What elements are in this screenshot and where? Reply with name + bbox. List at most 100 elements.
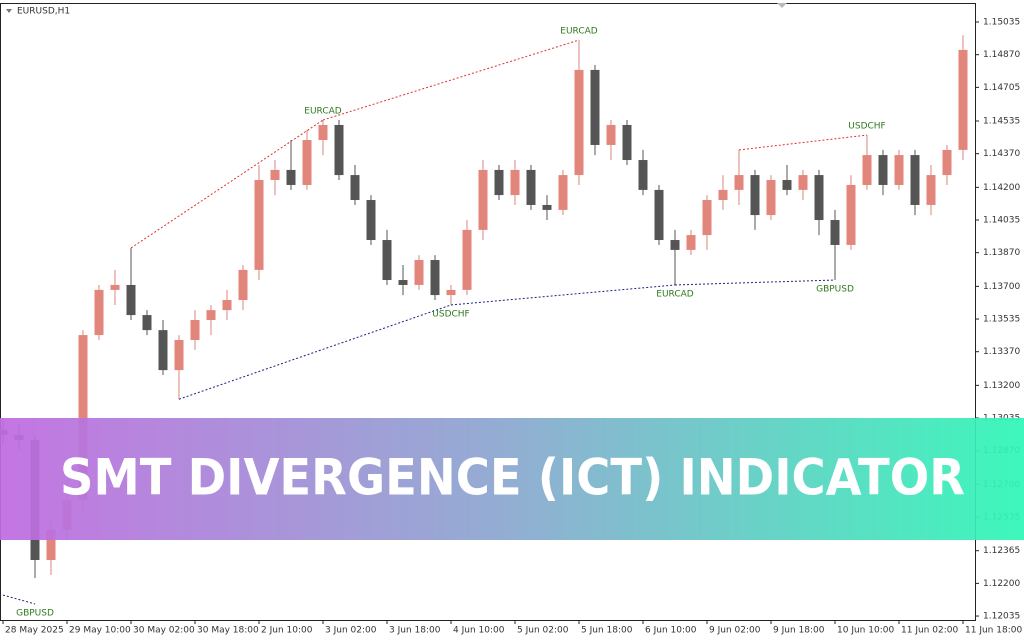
- candle-body: [638, 160, 648, 190]
- y-tick-label: 1.13870: [983, 248, 1020, 258]
- candle-body: [318, 124, 328, 141]
- candle-body: [894, 155, 904, 185]
- candle-body: [206, 310, 216, 321]
- x-tick-label: 2 Jun 10:00: [261, 626, 313, 636]
- candle-body: [494, 169, 504, 196]
- candle-body: [350, 175, 360, 201]
- y-tick-label: 1.12035: [983, 612, 1020, 622]
- divergence-label: EURCAD: [304, 107, 342, 117]
- candle-body: [286, 169, 296, 185]
- divergences: EURCAD EURCAD USDCHF GBPUSD USDCHF EURCAD GBPU…: [2, 27, 886, 618]
- candle-body: [542, 204, 552, 210]
- candle-body: [766, 180, 776, 216]
- x-tick-label: 4 Jun 10:00: [453, 626, 505, 636]
- x-tick-label: 9 Jun 02:00: [709, 626, 761, 636]
- banner: [0, 418, 1024, 540]
- candle-body: [110, 284, 120, 290]
- candle-body: [238, 269, 248, 301]
- candle-body: [814, 175, 824, 221]
- chart-title: EURUSD,H1: [17, 7, 70, 17]
- y-tick-label: 1.13700: [983, 282, 1020, 292]
- shift-marker: [777, 3, 787, 8]
- y-tick-label: 1.13200: [983, 381, 1020, 391]
- candle-body: [222, 300, 232, 311]
- divergence-label: EURCAD: [560, 27, 598, 37]
- candle-body: [862, 155, 872, 185]
- y-tick-label: 1.14535: [983, 117, 1020, 127]
- x-tick-label: 11 Jun 18:00: [965, 626, 1022, 636]
- candle-body: [478, 169, 488, 230]
- divergence-line: [130, 119, 324, 249]
- candle-body: [686, 235, 696, 250]
- candle-body: [382, 240, 392, 281]
- x-tick-label: 28 May 2025: [5, 626, 64, 636]
- candle-body: [302, 140, 312, 185]
- candle-body: [654, 189, 664, 241]
- candle-body: [414, 260, 424, 285]
- x-tick-label: 30 May 02:00: [133, 626, 195, 636]
- menu-triangle[interactable]: [6, 9, 12, 13]
- candle-body: [430, 260, 440, 296]
- candle-body: [878, 155, 888, 185]
- y-tick-label: 1.13535: [983, 315, 1020, 325]
- divergence-label: USDCHF: [848, 122, 885, 132]
- candle-body: [702, 200, 712, 236]
- candle-body: [798, 175, 808, 190]
- candle-body: [126, 284, 136, 316]
- candle-body: [142, 315, 152, 331]
- x-tick-label: 30 May 18:00: [197, 626, 259, 636]
- candle-body: [366, 200, 376, 241]
- candle-body: [46, 529, 56, 561]
- x-tick-label: 9 Jun 18:00: [773, 626, 825, 636]
- candle-body: [574, 69, 584, 176]
- x-tick-label: 11 Jun 02:00: [901, 626, 958, 636]
- x-tick-label: 29 May 10:00: [69, 626, 131, 636]
- candle-body: [830, 220, 840, 245]
- x-tick-label: 10 Jun 10:00: [837, 626, 894, 636]
- y-tick-label: 1.14200: [983, 183, 1020, 193]
- candle-body: [334, 124, 344, 176]
- candle-body: [926, 175, 936, 205]
- candle-body: [174, 340, 184, 371]
- y-tick-label: 1.14705: [983, 83, 1020, 93]
- x-tick-label: 3 Jun 02:00: [325, 626, 377, 636]
- divergence-line: [2, 594, 36, 605]
- candle-body: [94, 289, 104, 336]
- candle-body: [718, 189, 728, 201]
- divergence-line: [322, 39, 580, 121]
- y-tick-label: 1.14370: [983, 149, 1020, 159]
- divergence-line: [674, 279, 836, 286]
- candle-body: [526, 169, 536, 205]
- candle-body: [734, 175, 744, 190]
- candle-body: [750, 175, 760, 216]
- y-tick-label: 1.14870: [983, 50, 1020, 60]
- y-tick-label: 1.13370: [983, 347, 1020, 357]
- candle-body: [670, 240, 680, 250]
- candle-body: [782, 180, 792, 190]
- candle-body: [942, 149, 952, 176]
- divergence-label: GBPUSD: [16, 608, 54, 618]
- candle-body: [398, 280, 408, 285]
- y-tick-label: 1.12200: [983, 579, 1020, 589]
- candle-body: [558, 175, 568, 210]
- x-tick-label: 5 Jun 18:00: [581, 626, 633, 636]
- candle-body: [846, 184, 856, 245]
- divergence-label: USDCHF: [432, 309, 469, 319]
- divergence-label: GBPUSD: [816, 285, 854, 295]
- candle-body: [622, 124, 632, 161]
- candle-body: [270, 169, 280, 181]
- candle-body: [254, 180, 264, 270]
- candle-body: [510, 169, 520, 196]
- candle-body: [446, 289, 456, 296]
- divergence-line: [450, 284, 676, 306]
- candle-body: [590, 69, 600, 145]
- candle-body: [78, 335, 88, 501]
- y-tick-label: 1.15035: [983, 18, 1020, 28]
- banner-title: SMT DIVERGENCE (ICT) INDICATOR: [60, 449, 965, 507]
- plot-frame: [0, 3, 976, 621]
- candle-body: [958, 49, 968, 150]
- divergence-label: EURCAD: [656, 289, 694, 299]
